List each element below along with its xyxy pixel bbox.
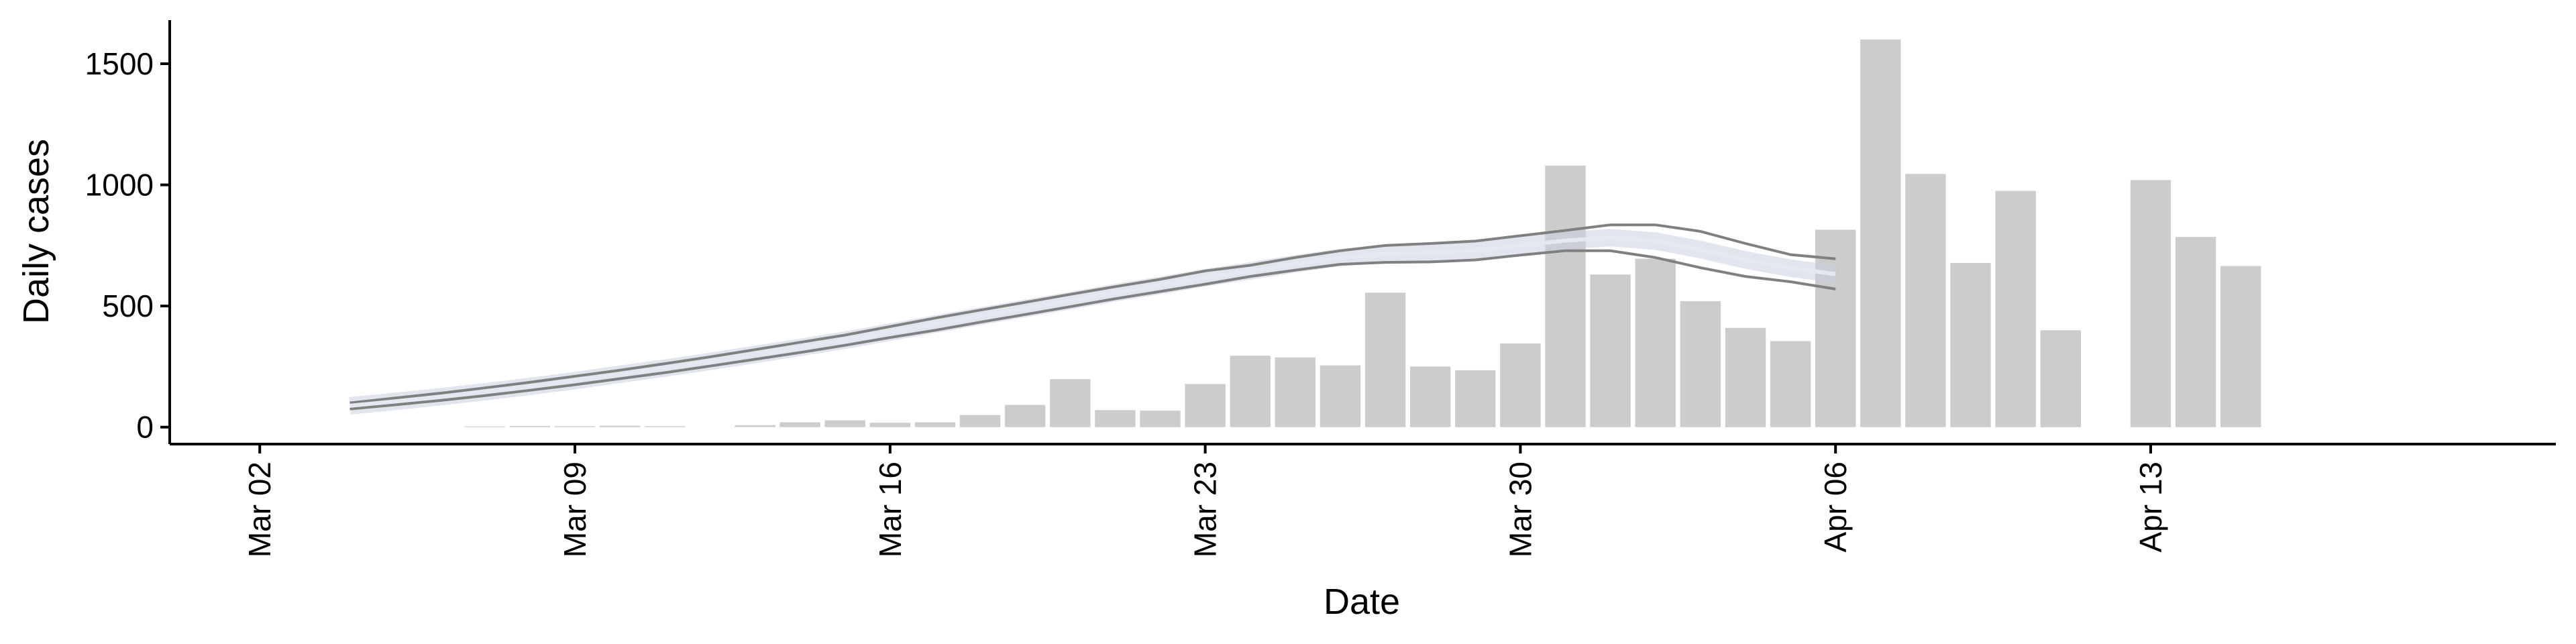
center-series: [350, 235, 1836, 408]
bar-2020-03-29: [1455, 370, 1496, 427]
x-tick-label: Mar 02: [242, 462, 277, 557]
bar-2020-03-22: [1140, 411, 1181, 427]
bar-2020-03-14: [780, 422, 820, 427]
y-axis-title: Daily cases: [16, 139, 56, 324]
bar-2020-03-26: [1320, 365, 1361, 427]
bar-2020-03-08: [509, 425, 551, 427]
x-axis-title: Date: [1324, 582, 1400, 622]
bar-2020-04-13: [2130, 180, 2171, 427]
x-tick-label: Mar 16: [873, 462, 908, 557]
y-tick-label: 0: [136, 410, 154, 445]
bound-series-2: [350, 249, 1836, 411]
x-tick-label: Apr 13: [2133, 462, 2168, 553]
x-tick-label: Mar 23: [1188, 462, 1223, 557]
bar-2020-03-10: [599, 425, 641, 427]
bar-2020-03-16: [869, 423, 910, 427]
bar-2020-03-15: [824, 420, 865, 427]
axes-layer: [168, 20, 2556, 445]
bar-2020-04-02: [1635, 258, 1676, 427]
y-tick-label: 1500: [85, 46, 154, 81]
bound-series-1: [350, 223, 1836, 405]
bar-2020-04-06: [1815, 229, 1856, 427]
bar-2020-03-17: [914, 422, 956, 427]
lines-layer: [349, 223, 1837, 415]
bar-2020-03-24: [1230, 356, 1271, 427]
bar-2020-03-19: [1004, 405, 1046, 427]
ticks-layer: 0 500 1000 1500 Mar 02 Mar 09 Mar 16 Mar 23 Mar …: [85, 46, 2168, 557]
bar-2020-03-18: [959, 415, 1001, 427]
bar-2020-03-21: [1095, 410, 1136, 427]
bar-2020-03-11: [645, 426, 686, 427]
bar-2020-04-05: [1770, 341, 1811, 427]
bar-2020-03-25: [1275, 357, 1316, 427]
bar-2020-03-28: [1410, 366, 1451, 427]
bar-2020-03-23: [1185, 384, 1226, 427]
bar-2020-04-09: [1950, 262, 1991, 427]
bar-2020-03-27: [1364, 292, 1406, 427]
bar-2020-04-03: [1680, 301, 1721, 427]
x-tick-label: Mar 09: [557, 462, 592, 557]
x-tick-label: Mar 30: [1503, 462, 1538, 557]
bar-2020-04-11: [2040, 330, 2081, 427]
bar-2020-03-09: [554, 426, 596, 427]
bar-2020-04-08: [1905, 174, 1946, 427]
bar-2020-04-07: [1860, 39, 1901, 427]
bar-2020-04-01: [1590, 274, 1631, 427]
bar-2020-04-14: [2175, 237, 2216, 427]
bar-2020-03-20: [1050, 379, 1091, 427]
bar-2020-04-15: [2220, 266, 2261, 427]
x-tick-label: Apr 06: [1818, 462, 1853, 553]
bar-2020-03-13: [735, 425, 775, 427]
y-tick-label: 500: [102, 288, 154, 323]
bar-2020-03-30: [1500, 343, 1541, 427]
bars-layer: [464, 39, 2261, 427]
bar-2020-04-10: [1995, 191, 2036, 427]
y-tick-label: 1000: [85, 168, 154, 203]
bar-2020-04-04: [1725, 327, 1766, 427]
bar-2020-03-31: [1545, 165, 1586, 427]
